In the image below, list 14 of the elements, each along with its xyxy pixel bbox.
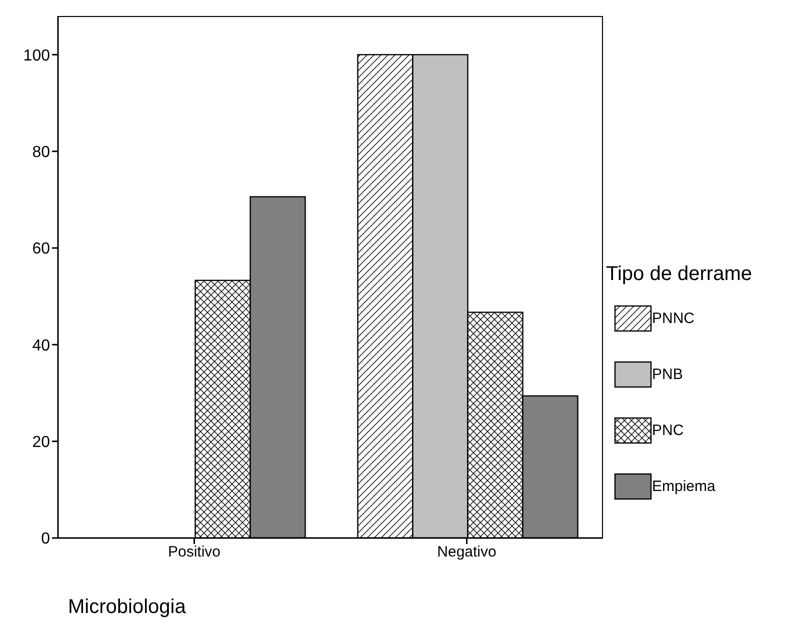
legend-label: PNNC: [652, 310, 695, 326]
x-axis-title: Microbiologia: [68, 596, 186, 619]
legend-label: PNB: [652, 366, 683, 382]
legend-label: PNC: [652, 422, 684, 438]
y-tick-label: 40: [32, 337, 50, 354]
y-tick-label: 80: [32, 144, 50, 162]
x-tick-label: Negativo: [437, 544, 496, 561]
y-tick-label: 0: [41, 530, 50, 548]
legend-title: Tipo de derrame: [606, 263, 752, 286]
y-tick-label: 100: [23, 47, 50, 64]
legend-label: Empiema: [652, 478, 716, 494]
y-tick-label: 20: [32, 434, 50, 452]
y-tick-label: 60: [32, 240, 50, 258]
x-tick-label: Positivo: [168, 544, 221, 561]
